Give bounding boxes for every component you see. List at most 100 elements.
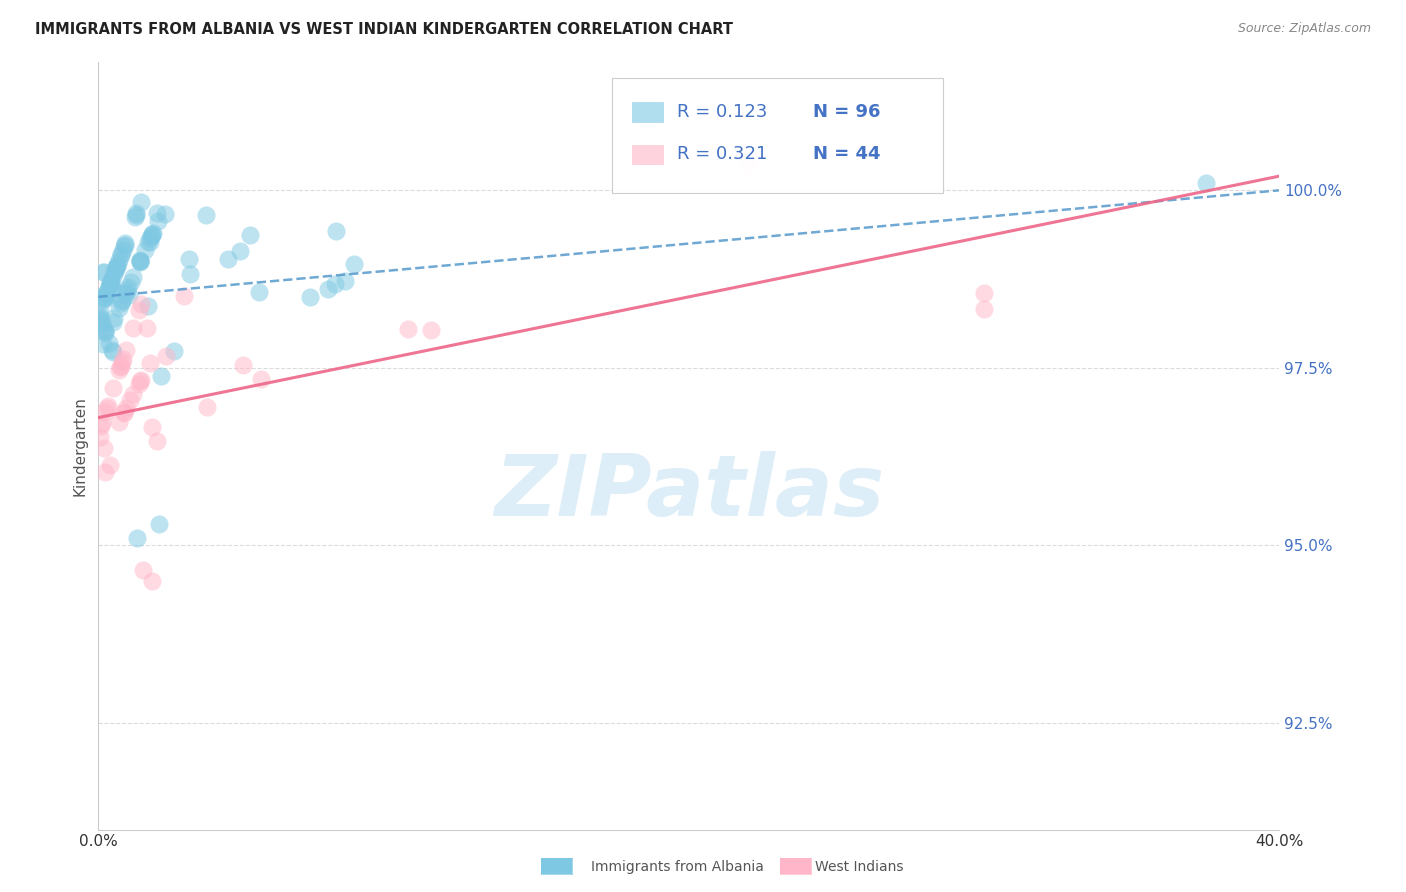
Point [108,301,131,315]
Point [108,362,131,376]
Point [129,253,152,268]
Point [138,356,160,370]
Point [89,304,111,318]
Text: Source: ZipAtlas.com: Source: ZipAtlas.com [1237,22,1371,36]
Point [105,260,128,275]
Point [120,275,142,289]
Point [114,285,136,300]
Point [89,310,111,324]
Point [343,257,366,271]
Point [104,264,127,278]
Point [155,349,177,363]
Point [120,393,142,408]
Point [111,354,134,368]
Text: R = 0.321: R = 0.321 [678,145,768,163]
Point [101,344,124,359]
Text: IMMIGRANTS FROM ALBANIA VS WEST INDIAN KINDERGARTEN CORRELATION CHART: IMMIGRANTS FROM ALBANIA VS WEST INDIAN K… [35,22,733,37]
Point [110,296,132,310]
Point [89,430,111,444]
Point [124,208,146,222]
Point [146,214,169,228]
Point [129,297,152,311]
Point [247,285,270,299]
Point [91,337,114,351]
Point [139,228,162,243]
Point [125,205,148,219]
Point [108,360,131,375]
Point [335,274,357,288]
FancyBboxPatch shape [633,145,664,164]
Point [141,227,163,241]
Point [179,268,201,282]
Point [112,404,135,418]
Point [101,268,124,283]
Point [163,343,186,358]
Point [973,286,995,301]
Point [98,458,121,472]
Point [100,273,122,287]
Point [115,343,138,358]
Point [94,290,117,304]
Point [1195,176,1218,190]
Point [128,254,150,268]
Point [93,466,115,480]
Point [94,405,117,419]
Point [128,302,150,317]
Text: ZIPatlas: ZIPatlas [494,450,884,533]
Point [122,387,145,401]
Text: N = 44: N = 44 [813,145,880,163]
Point [94,290,117,304]
Point [136,235,159,250]
Point [90,313,112,327]
Point [135,321,157,335]
Text: R = 0.123: R = 0.123 [678,103,768,121]
Point [93,442,115,456]
Point [396,322,419,336]
FancyBboxPatch shape [612,78,943,193]
Point [239,228,262,243]
FancyBboxPatch shape [633,103,664,122]
Point [105,260,128,274]
Point [108,415,131,429]
Point [129,194,152,209]
Point [91,320,114,334]
Point [98,335,121,350]
Text: West Indians: West Indians [815,860,904,874]
Point [96,286,118,301]
Point [118,288,141,302]
Point [100,274,122,288]
Point [114,286,136,301]
Point [142,226,165,240]
Point [103,381,125,395]
Point [136,299,159,313]
Point [107,255,129,269]
Point [194,208,217,222]
Point [110,246,132,260]
Point [98,277,121,292]
Point [110,248,132,262]
Point [325,224,347,238]
Point [115,401,138,416]
Point [90,419,112,434]
Point [128,254,150,268]
Point [250,371,273,385]
Point [299,290,322,304]
Point [93,292,115,306]
Point [146,434,169,449]
Point [107,253,129,268]
Point [96,286,118,301]
Point [141,574,163,588]
Point [93,324,115,338]
Point [737,158,759,172]
Point [93,324,115,338]
Point [103,311,125,326]
Point [155,206,177,220]
Point [90,417,112,431]
Point [122,321,145,335]
Point [93,292,115,306]
Point [98,277,121,292]
Point [229,244,252,259]
Point [323,277,346,291]
Point [149,369,172,384]
Point [96,286,118,301]
